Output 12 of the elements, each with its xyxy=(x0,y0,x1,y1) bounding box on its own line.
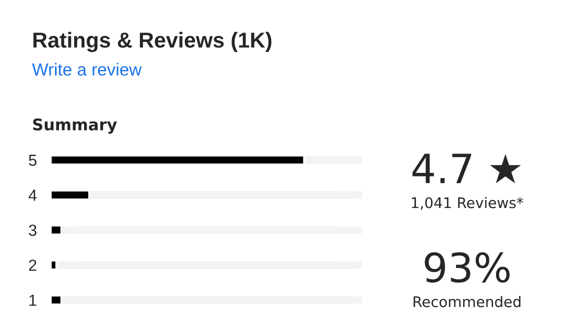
text: Summary xyxy=(33,118,117,134)
y-tick-label: 3 xyxy=(28,224,36,236)
chart-title: Ratings & Reviews (1K) xyxy=(33,32,272,52)
y-tick-label: 4 xyxy=(28,190,37,201)
text: 93% xyxy=(424,252,510,283)
y-tick-label: 5 xyxy=(28,154,36,166)
text: Recommended xyxy=(414,296,520,308)
y-tick-label: 2 xyxy=(29,260,36,271)
y-tick-label: 1 xyxy=(29,294,36,306)
chart-subtitle: Write a review xyxy=(32,62,142,76)
text: 1,041 Reviews* xyxy=(412,196,524,210)
text: 4.7 ★ xyxy=(412,154,521,184)
